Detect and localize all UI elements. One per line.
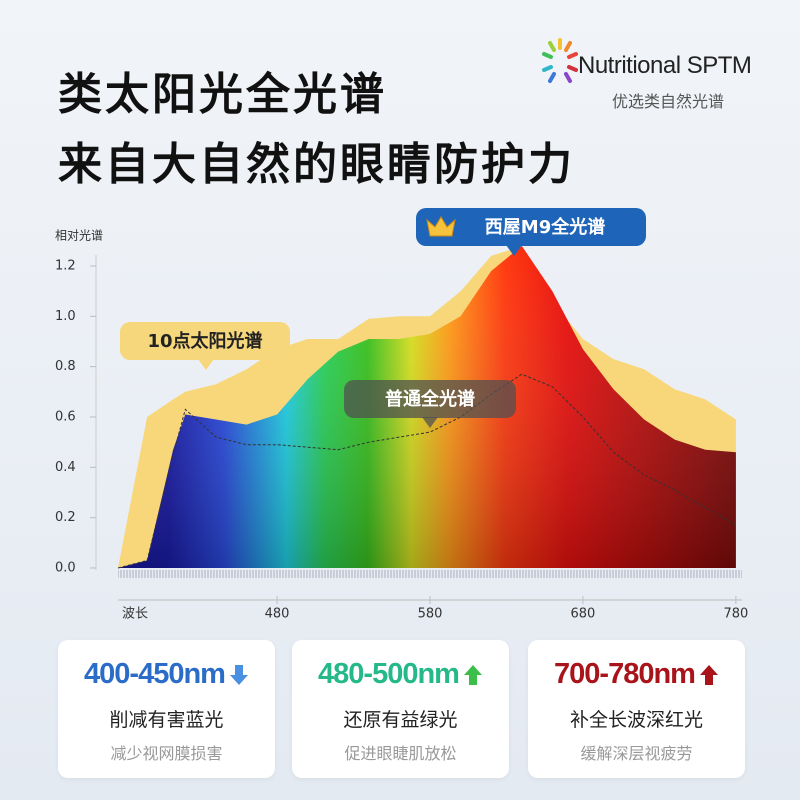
y-tick-label: 0.4 xyxy=(55,460,76,475)
card-title: 削减有害蓝光 xyxy=(109,709,224,731)
label-bubble xyxy=(344,380,516,418)
bubble-tail xyxy=(422,417,438,428)
x-tick-label: 480 xyxy=(265,607,290,622)
y-tick-label: 0.0 xyxy=(55,561,76,576)
label-bubble xyxy=(120,322,290,360)
card: 400-450nm 削减有害蓝光 减少视网膜损害 xyxy=(58,640,275,778)
logo-icon xyxy=(542,38,578,83)
axis-rug xyxy=(118,570,742,578)
bubble-tail xyxy=(198,359,214,370)
spectrum-line xyxy=(117,373,737,569)
y-tick-label: 1.2 xyxy=(55,259,76,274)
x-axis-label: 波长 xyxy=(122,607,148,622)
label-bubble xyxy=(416,208,646,246)
series-label: 西屋M9全光谱 xyxy=(485,216,605,238)
up-arrow xyxy=(699,665,718,686)
y-tick-label: 0.6 xyxy=(55,410,76,425)
y-tick-label: 0.8 xyxy=(55,359,76,374)
series-label: 10点太阳光谱 xyxy=(147,330,262,352)
card-note: 缓解深层视疲劳 xyxy=(580,744,693,763)
down-arrow xyxy=(229,665,248,686)
range-text: 700-780nm xyxy=(554,658,696,690)
card: 480-500nm 还原有益绿光 促进眼睫肌放松 xyxy=(292,640,509,778)
y-tick-label: 0.2 xyxy=(55,510,76,525)
x-tick-label: 780 xyxy=(723,607,748,622)
range-text: 480-500nm xyxy=(318,658,460,690)
logo-text: Nutritional SPTM xyxy=(578,52,752,79)
card-range: 700-780nm xyxy=(528,658,745,691)
up-arrow xyxy=(463,665,482,686)
card-range: 480-500nm xyxy=(292,658,509,691)
y-tick-label: 1.0 xyxy=(55,309,76,324)
card-range: 400-450nm xyxy=(58,658,275,691)
x-tick-label: 580 xyxy=(418,607,443,622)
x-tick-label: 680 xyxy=(571,607,596,622)
title-2: 来自大自然的眼睛防护力 xyxy=(58,139,575,190)
card: 700-780nm 补全长波深红光 缓解深层视疲劳 xyxy=(528,640,745,778)
card-title: 还原有益绿光 xyxy=(343,709,458,731)
crown-icon xyxy=(426,216,456,237)
range-text: 400-450nm xyxy=(84,658,226,690)
logo-subtext: 优选类自然光谱 xyxy=(612,92,725,111)
y-axis-label: 相对光谱 xyxy=(55,229,103,243)
card-note: 促进眼睫肌放松 xyxy=(344,744,457,763)
card-note: 减少视网膜损害 xyxy=(110,744,223,763)
bubble-tail xyxy=(506,245,522,256)
card-title: 补全长波深红光 xyxy=(569,709,703,731)
title-1: 类太阳光全光谱 xyxy=(58,69,387,120)
series-label: 普通全光谱 xyxy=(385,388,475,410)
